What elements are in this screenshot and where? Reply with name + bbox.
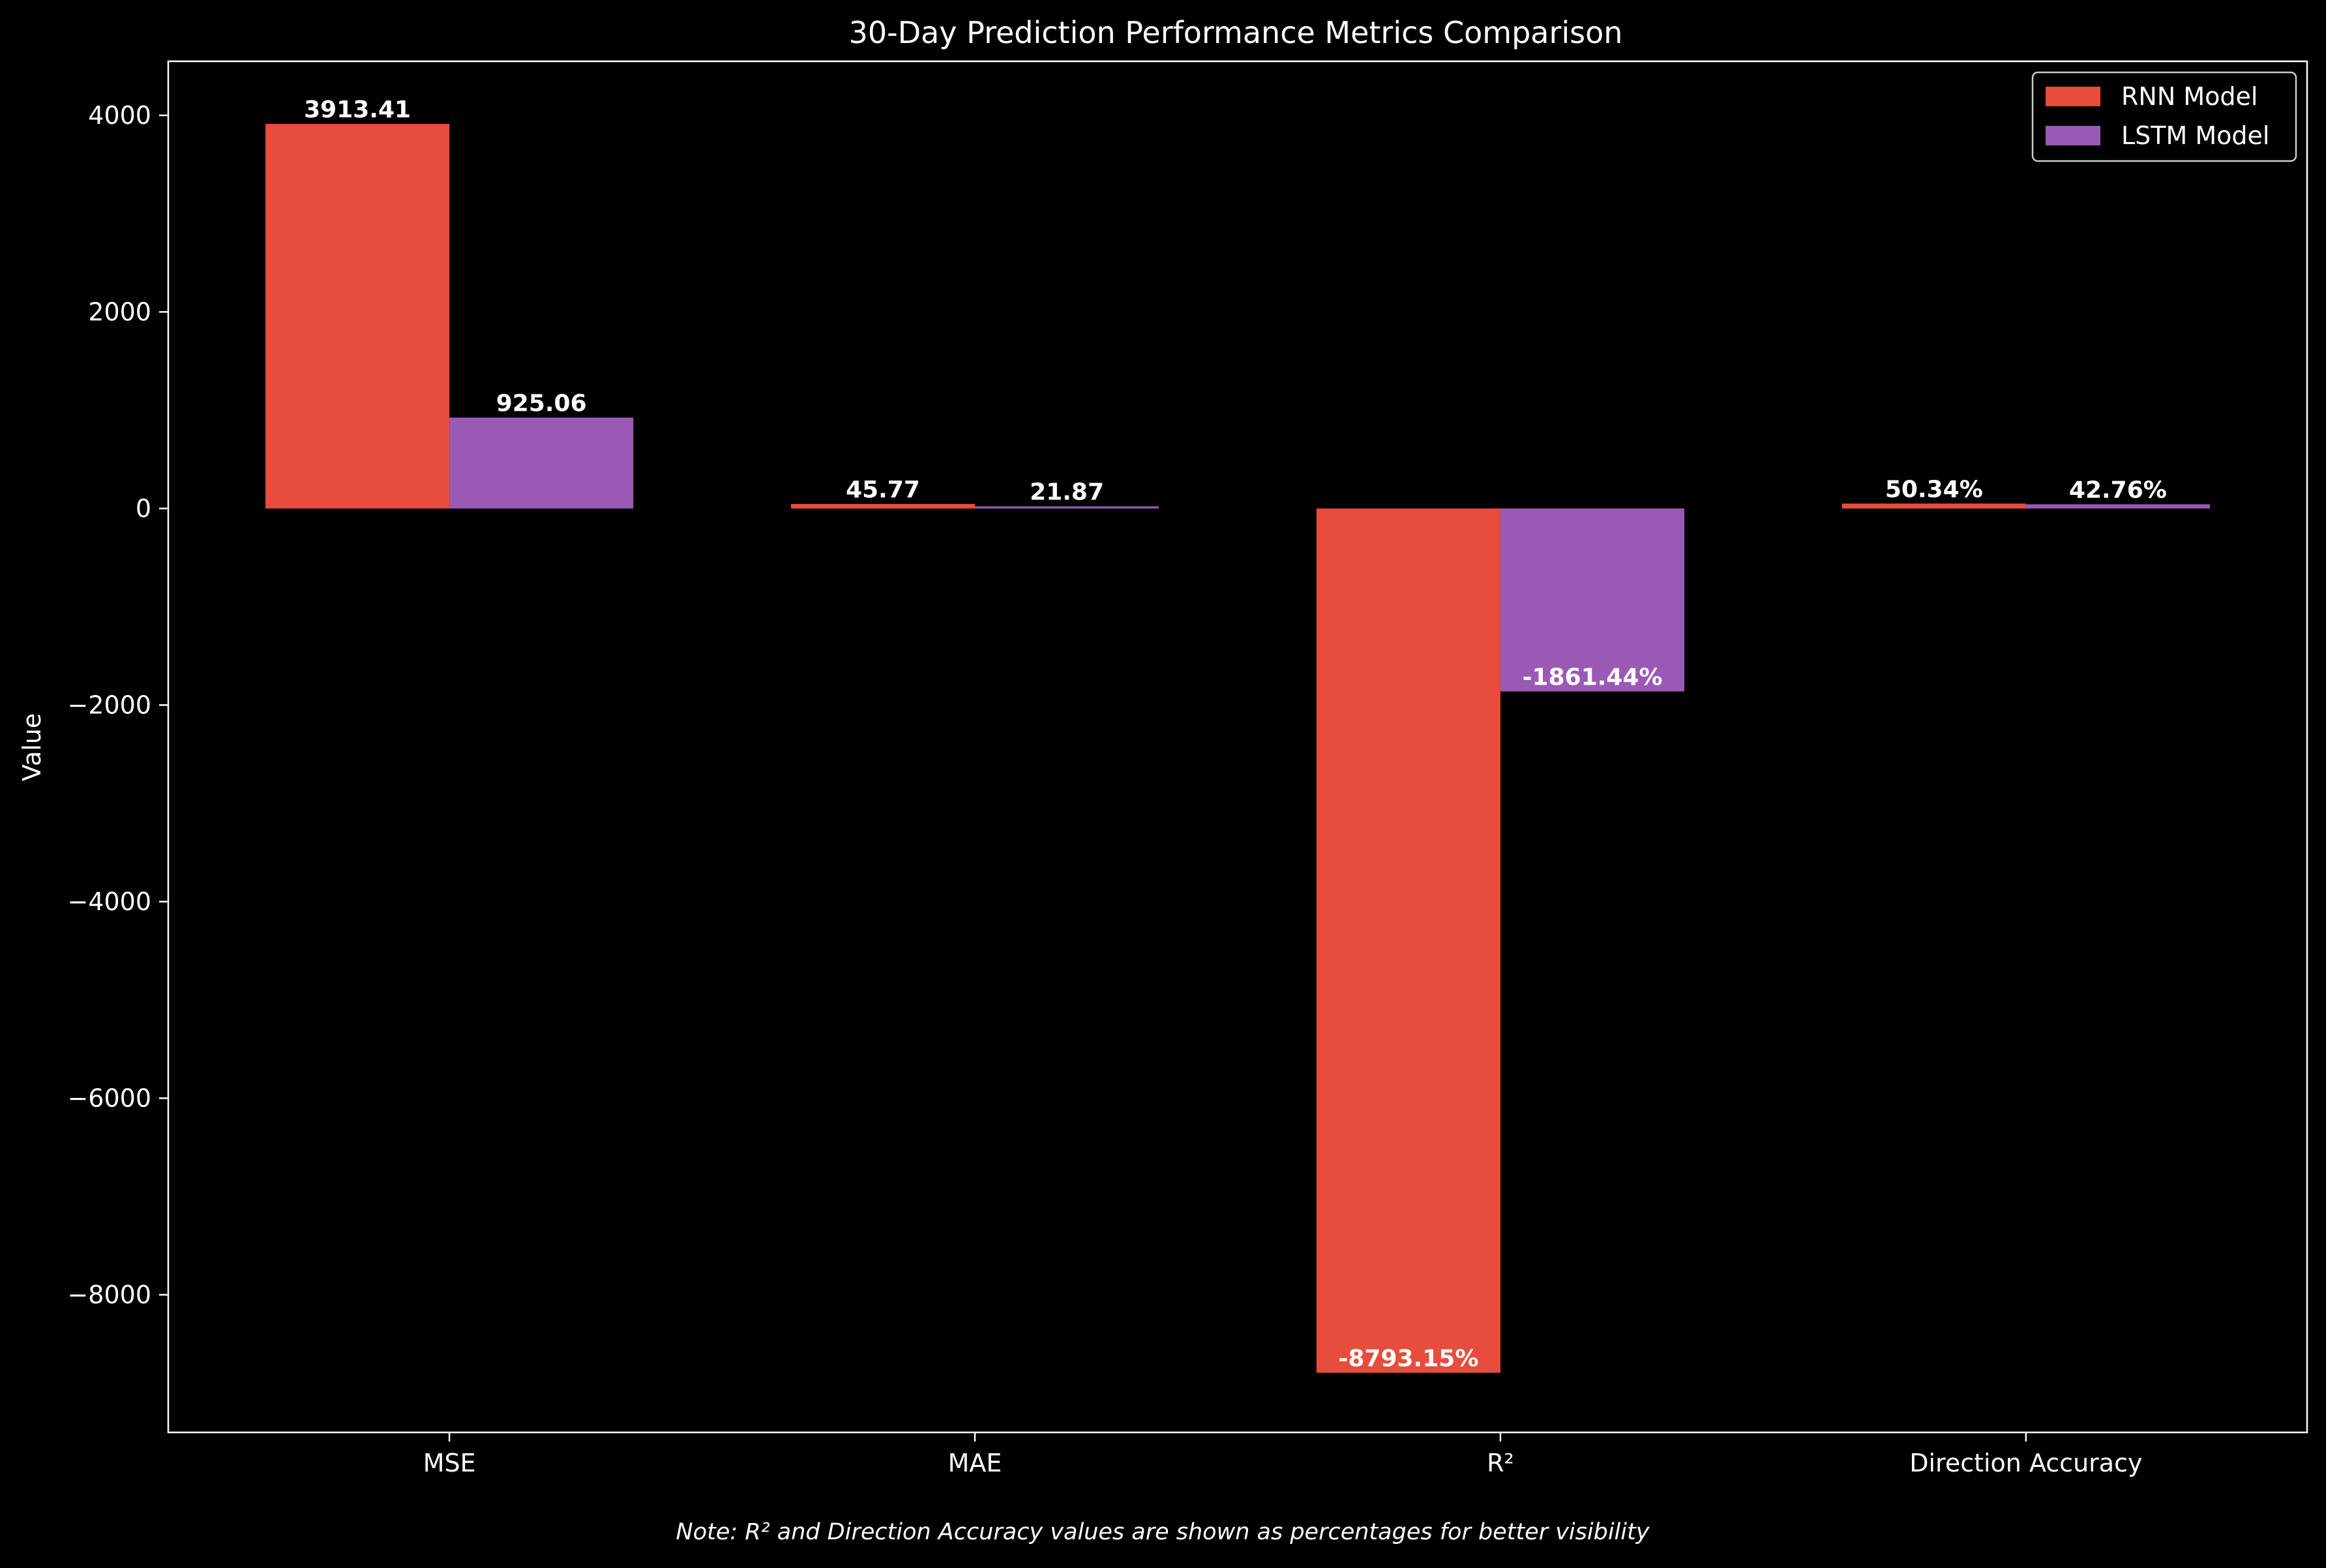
bar-value-label: 21.87 [1030, 479, 1104, 506]
bar-value-label: 50.34% [1885, 476, 1983, 503]
bar-value-label: 3913.41 [304, 96, 411, 123]
y-tick-label: 0 [136, 494, 151, 523]
legend-label: RNN Model [2121, 82, 2258, 111]
y-axis-label: Value [18, 713, 46, 781]
bar-1-3 [2025, 504, 2210, 509]
x-tick-label: R² [1487, 1449, 1514, 1477]
plot-frame [167, 60, 2308, 1434]
bar-1-0 [449, 417, 634, 509]
chart-title: 30-Day Prediction Performance Metrics Co… [849, 15, 1623, 50]
x-tick-label: MSE [423, 1449, 476, 1477]
legend-swatch [2046, 126, 2100, 145]
bar-1-2 [1500, 508, 1685, 692]
bar-0-0 [265, 123, 450, 509]
bar-1-1 [975, 506, 1159, 509]
bar-value-label: -8793.15% [1338, 1346, 1478, 1372]
y-tick-label: −4000 [67, 887, 151, 916]
y-tick-label: −6000 [67, 1084, 151, 1112]
bar-0-2 [1316, 508, 1500, 1373]
chart-note: Note: R² and Direction Accuracy values a… [676, 1519, 1650, 1545]
bar-value-label: 925.06 [496, 390, 587, 417]
bar-value-label: 45.77 [846, 477, 920, 503]
legend: RNN Model LSTM Model [2031, 71, 2297, 162]
y-tick-label: −8000 [67, 1280, 151, 1309]
bar-0-1 [790, 504, 976, 509]
bar-value-label: 42.76% [2069, 477, 2167, 503]
x-tick-label: MAE [948, 1449, 1002, 1477]
legend-swatch [2046, 87, 2100, 106]
y-tick-label: −2000 [67, 690, 151, 719]
bar-value-label: -1861.44% [1522, 664, 1662, 691]
plot-area: 3913.41 45.77 -8793.15% 50.34% 925.06 21.87 -1… [67, 60, 2308, 1477]
y-tick-label: 4000 [88, 101, 151, 130]
x-tick-label: Direction Accuracy [1909, 1449, 2142, 1477]
legend-label: LSTM Model [2121, 121, 2269, 150]
bar-0-3 [1841, 503, 2026, 509]
y-tick-label: 2000 [88, 297, 151, 326]
